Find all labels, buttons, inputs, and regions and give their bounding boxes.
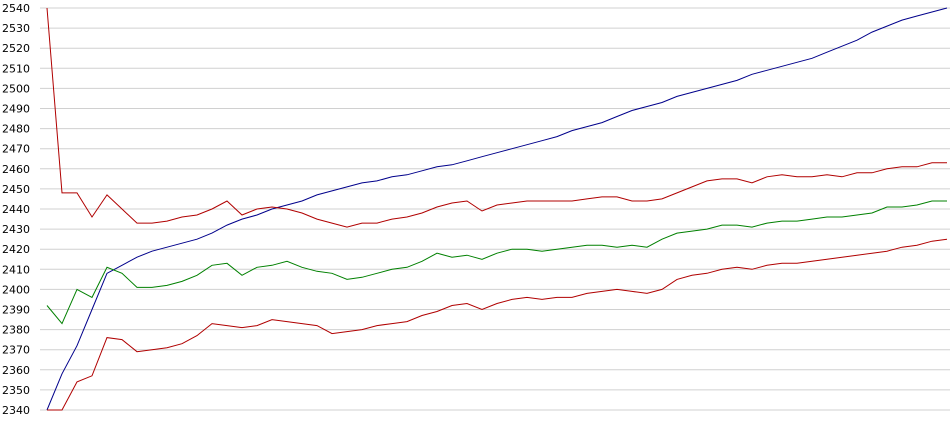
y-tick-label: 2520 xyxy=(2,42,30,55)
y-tick-label: 2430 xyxy=(2,223,30,236)
y-tick-label: 2540 xyxy=(2,2,30,15)
y-tick-label: 2360 xyxy=(2,364,30,377)
y-tick-label: 2530 xyxy=(2,22,30,35)
y-tick-label: 2450 xyxy=(2,183,30,196)
y-tick-label: 2480 xyxy=(2,123,30,136)
y-tick-label: 2500 xyxy=(2,82,30,95)
y-tick-label: 2350 xyxy=(2,384,30,397)
series-line xyxy=(47,238,948,411)
series-line xyxy=(46,7,947,228)
y-tick-label: 2510 xyxy=(2,62,30,75)
y-tick-label: 2490 xyxy=(2,103,30,116)
y-tick-label: 2380 xyxy=(2,324,30,337)
y-tick-label: 2460 xyxy=(2,163,30,176)
y-tick-label: 2470 xyxy=(2,143,30,156)
y-tick-label: 2340 xyxy=(2,404,30,417)
y-tick-label: 2410 xyxy=(2,263,30,276)
y-tick-label: 2370 xyxy=(2,344,30,357)
y-tick-label: 2400 xyxy=(2,283,30,296)
series-line xyxy=(46,200,947,325)
series-line xyxy=(46,7,948,411)
y-tick-label: 2420 xyxy=(2,243,30,256)
y-tick-label: 2440 xyxy=(2,203,30,216)
y-tick-label: 2390 xyxy=(2,304,30,317)
